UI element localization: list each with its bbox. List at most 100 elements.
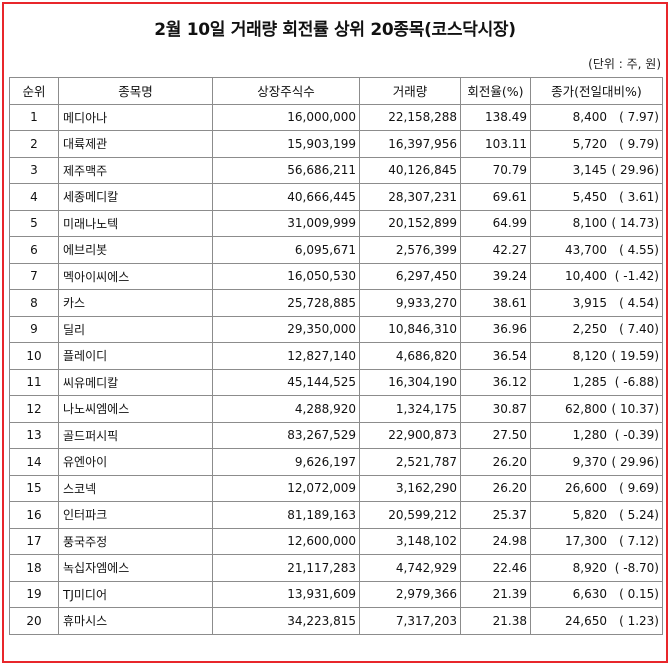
price-change-value: ( 0.15) xyxy=(619,587,659,602)
table-row: 19 TJ미디어 13,931,609 2,979,366 21.39 6,630 ( 0.… xyxy=(9,580,663,608)
rank-cell: 2 xyxy=(9,130,59,158)
rank-cell: 6 xyxy=(9,236,59,264)
listed-shares-cell: 25,728,885 xyxy=(212,289,360,317)
volume-cell: 9,933,270 xyxy=(359,289,461,317)
table-row: 2 대륙제관 15,903,199 16,397,956 103.11 5,720 ( 9.… xyxy=(9,130,663,158)
listed-shares-cell: 15,903,199 xyxy=(212,130,360,158)
table-row: 18 녹십자엠에스 21,117,283 4,742,929 22.46 8,920 ( -… xyxy=(9,554,663,582)
listed-shares-cell: 6,095,671 xyxy=(212,236,360,264)
close-price-value: 10,400 xyxy=(565,269,607,284)
listed-shares-cell: 9,626,197 xyxy=(212,448,360,476)
close-price-cell: 5,450 ( 3.61) xyxy=(530,183,663,211)
rank-cell: 5 xyxy=(9,209,59,237)
volume-cell: 7,317,203 xyxy=(359,607,461,635)
stock-name-cell: 스코넥 xyxy=(58,474,213,502)
listed-shares-cell: 12,600,000 xyxy=(212,527,360,555)
turnover-cell: 103.11 xyxy=(460,130,531,158)
close-price-cell: 1,280 ( -0.39) xyxy=(530,421,663,449)
price-change-value: ( 29.96) xyxy=(611,163,659,178)
price-change-value: ( -6.88) xyxy=(614,375,659,390)
turnover-cell: 36.96 xyxy=(460,315,531,343)
table-row: 6 에브리봇 6,095,671 2,576,399 42.27 43,700 ( 4.55… xyxy=(9,236,663,264)
close-price-cell: 8,100 ( 14.73) xyxy=(530,209,663,237)
close-price-cell: 62,800 ( 10.37) xyxy=(530,395,663,423)
price-change-value: ( 5.24) xyxy=(619,507,659,522)
table-row: 16 인터파크 81,189,163 20,599,212 25.37 5,820 ( 5.… xyxy=(9,501,663,529)
close-price-cell: 8,400 ( 7.97) xyxy=(530,103,663,131)
turnover-cell: 30.87 xyxy=(460,395,531,423)
listed-shares-cell: 34,223,815 xyxy=(212,607,360,635)
price-change-value: ( -8.70) xyxy=(614,560,659,575)
header-rank: 순위 xyxy=(9,77,59,105)
header-listed-shares: 상장주식수 xyxy=(212,77,360,105)
turnover-cell: 21.38 xyxy=(460,607,531,635)
stock-name-cell: 미래나노텍 xyxy=(58,209,213,237)
volume-cell: 4,742,929 xyxy=(359,554,461,582)
price-change-value: ( 4.54) xyxy=(619,295,659,310)
volume-cell: 22,900,873 xyxy=(359,421,461,449)
price-change-value: ( 7.40) xyxy=(619,322,659,337)
turnover-cell: 70.79 xyxy=(460,156,531,184)
rank-cell: 16 xyxy=(9,501,59,529)
stock-name-cell: 카스 xyxy=(58,289,213,317)
stock-name-cell: 풍국주정 xyxy=(58,527,213,555)
volume-cell: 1,324,175 xyxy=(359,395,461,423)
close-price-value: 5,820 xyxy=(572,507,607,522)
close-price-value: 8,100 xyxy=(572,216,607,231)
rank-cell: 4 xyxy=(9,183,59,211)
close-price-cell: 8,120 ( 19.59) xyxy=(530,342,663,370)
close-price-value: 1,285 xyxy=(572,375,607,390)
stock-name-cell: 인터파크 xyxy=(58,501,213,529)
listed-shares-cell: 12,827,140 xyxy=(212,342,360,370)
turnover-cell: 25.37 xyxy=(460,501,531,529)
rank-cell: 18 xyxy=(9,554,59,582)
table-row: 12 나노씨엠에스 4,288,920 1,324,175 30.87 62,800 ( 1… xyxy=(9,395,663,423)
rank-cell: 1 xyxy=(9,103,59,131)
price-change-value: ( -1.42) xyxy=(614,269,659,284)
close-price-value: 8,920 xyxy=(572,560,607,575)
stock-name-cell: 메디아나 xyxy=(58,103,213,131)
rank-cell: 17 xyxy=(9,527,59,555)
stock-name-cell: 제주맥주 xyxy=(58,156,213,184)
stock-name-cell: 세종메디칼 xyxy=(58,183,213,211)
listed-shares-cell: 81,189,163 xyxy=(212,501,360,529)
close-price-cell: 2,250 ( 7.40) xyxy=(530,315,663,343)
turnover-cell: 24.98 xyxy=(460,527,531,555)
turnover-cell: 36.12 xyxy=(460,368,531,396)
table-row: 4 세종메디칼 40,666,445 28,307,231 69.61 5,450 ( 3.… xyxy=(9,183,663,211)
turnover-cell: 69.61 xyxy=(460,183,531,211)
close-price-cell: 24,650 ( 1.23) xyxy=(530,607,663,635)
close-price-value: 2,250 xyxy=(572,322,607,337)
page-title: 2월 10일 거래량 회전률 상위 20종목(코스닥시장) xyxy=(154,20,516,40)
stock-name-cell: 멕아이씨에스 xyxy=(58,262,213,290)
stock-name-cell: 나노씨엠에스 xyxy=(58,395,213,423)
turnover-cell: 138.49 xyxy=(460,103,531,131)
listed-shares-cell: 31,009,999 xyxy=(212,209,360,237)
rank-cell: 10 xyxy=(9,342,59,370)
rank-cell: 13 xyxy=(9,421,59,449)
table-row: 1 메디아나 16,000,000 22,158,288 138.49 8,400 ( 7.… xyxy=(9,103,663,131)
turnover-cell: 42.27 xyxy=(460,236,531,264)
price-change-value: ( 3.61) xyxy=(619,189,659,204)
price-change-value: ( 4.55) xyxy=(619,242,659,257)
volume-cell: 20,599,212 xyxy=(359,501,461,529)
close-price-value: 5,450 xyxy=(572,189,607,204)
close-price-value: 8,400 xyxy=(572,110,607,125)
volume-cell: 2,979,366 xyxy=(359,580,461,608)
listed-shares-cell: 29,350,000 xyxy=(212,315,360,343)
close-price-value: 3,145 xyxy=(572,163,607,178)
listed-shares-cell: 4,288,920 xyxy=(212,395,360,423)
price-change-value: ( 14.73) xyxy=(611,216,659,231)
close-price-value: 62,800 xyxy=(565,401,607,416)
rank-cell: 20 xyxy=(9,607,59,635)
unit-note: (단위 : 주, 원) xyxy=(588,57,661,71)
table-row: 17 풍국주정 12,600,000 3,148,102 24.98 17,300 ( 7.… xyxy=(9,527,663,555)
volume-cell: 16,397,956 xyxy=(359,130,461,158)
price-change-value: ( 7.12) xyxy=(619,534,659,549)
turnover-cell: 36.54 xyxy=(460,342,531,370)
price-change-value: ( 19.59) xyxy=(611,348,659,363)
listed-shares-cell: 12,072,009 xyxy=(212,474,360,502)
close-price-cell: 5,820 ( 5.24) xyxy=(530,501,663,529)
table-row: 13 골드퍼시픽 83,267,529 22,900,873 27.50 1,280 ( -… xyxy=(9,421,663,449)
close-price-cell: 6,630 ( 0.15) xyxy=(530,580,663,608)
